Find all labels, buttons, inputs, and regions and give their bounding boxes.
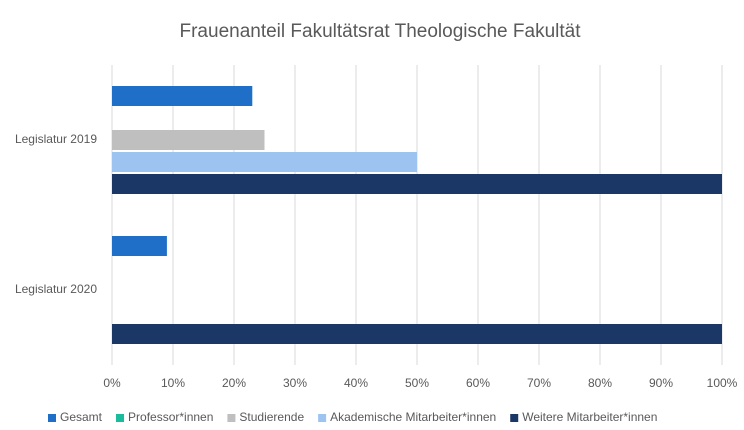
legend-label: Gesamt <box>60 410 103 424</box>
bar <box>112 86 253 106</box>
x-tick-label: 70% <box>527 376 551 390</box>
x-tick-label: 60% <box>466 376 490 390</box>
bar <box>112 324 722 344</box>
chart-title: Frauenanteil Fakultätsrat Theologische F… <box>180 21 582 42</box>
x-tick-label: 40% <box>344 376 368 390</box>
x-tick-label: 80% <box>588 376 612 390</box>
legend-label: Weitere Mitarbeiter*innen <box>522 410 657 424</box>
x-tick-label: 0% <box>103 376 121 390</box>
x-tick-label: 90% <box>649 376 673 390</box>
bar <box>112 236 167 256</box>
bar <box>112 130 265 150</box>
x-tick-label: 30% <box>283 376 307 390</box>
legend-swatch <box>510 414 519 422</box>
legend-label: Studierende <box>239 410 304 424</box>
bar <box>112 174 722 194</box>
legend-swatch <box>116 414 125 422</box>
y-tick-label: Legislatur 2020 <box>15 282 97 296</box>
legend-label: Akademische Mitarbeiter*innen <box>330 410 496 424</box>
bar <box>112 152 417 172</box>
legend-swatch <box>48 414 56 422</box>
legend-swatch <box>318 414 327 422</box>
legend-label: Professor*innen <box>128 410 213 424</box>
y-tick-label: Legislatur 2019 <box>15 132 97 146</box>
x-tick-label: 100% <box>707 376 738 390</box>
x-tick-label: 10% <box>161 376 185 390</box>
x-tick-label: 50% <box>405 376 429 390</box>
legend-swatch <box>227 414 236 422</box>
x-tick-label: 20% <box>222 376 246 390</box>
